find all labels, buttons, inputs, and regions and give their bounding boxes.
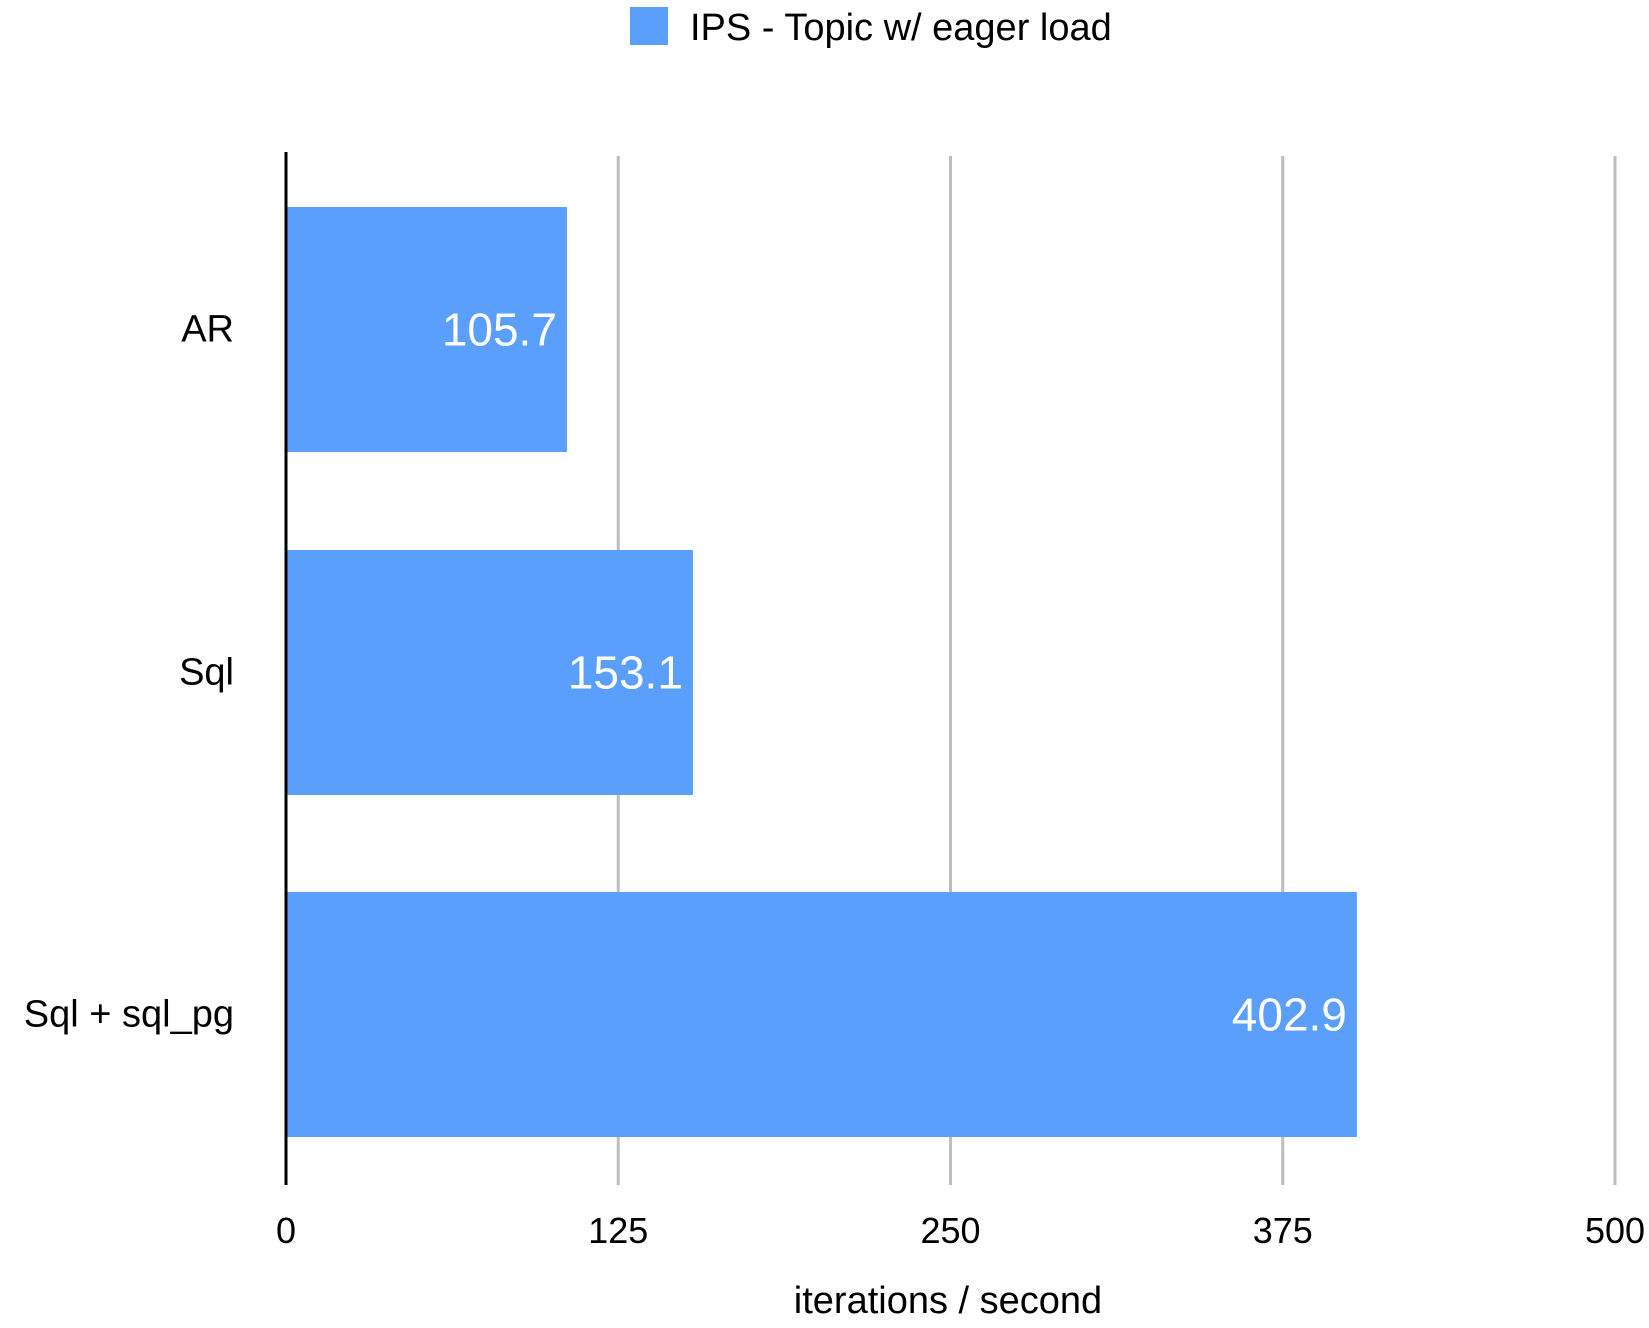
x-tick-label: 0 [276,1210,296,1251]
bar-layer [286,207,1357,1137]
x-tick-label: 375 [1253,1210,1313,1251]
bar [286,892,1357,1137]
bar-data-label: 105.7 [442,304,557,356]
bar [286,207,567,452]
category-label: Sql [179,652,234,694]
category-label: Sql + sql_pg [24,994,234,1036]
label-layer: 0 125 250 375 500 105.7 AR 153.1 Sql 402.9 Sql + s… [24,304,1645,1252]
x-axis-title: iterations / second [794,1280,1102,1322]
x-tick-label: 500 [1585,1210,1645,1251]
bar-data-label: 153.1 [568,647,683,699]
legend-label: IPS - Topic w/ eager load [690,7,1112,49]
x-tick-label: 125 [588,1210,648,1251]
legend: IPS - Topic w/ eager load [630,7,1112,49]
x-tick-label: 250 [920,1210,980,1251]
legend-swatch [630,7,668,45]
category-label: AR [181,309,234,351]
bar-data-label: 402.9 [1232,989,1347,1041]
bar [286,550,693,795]
